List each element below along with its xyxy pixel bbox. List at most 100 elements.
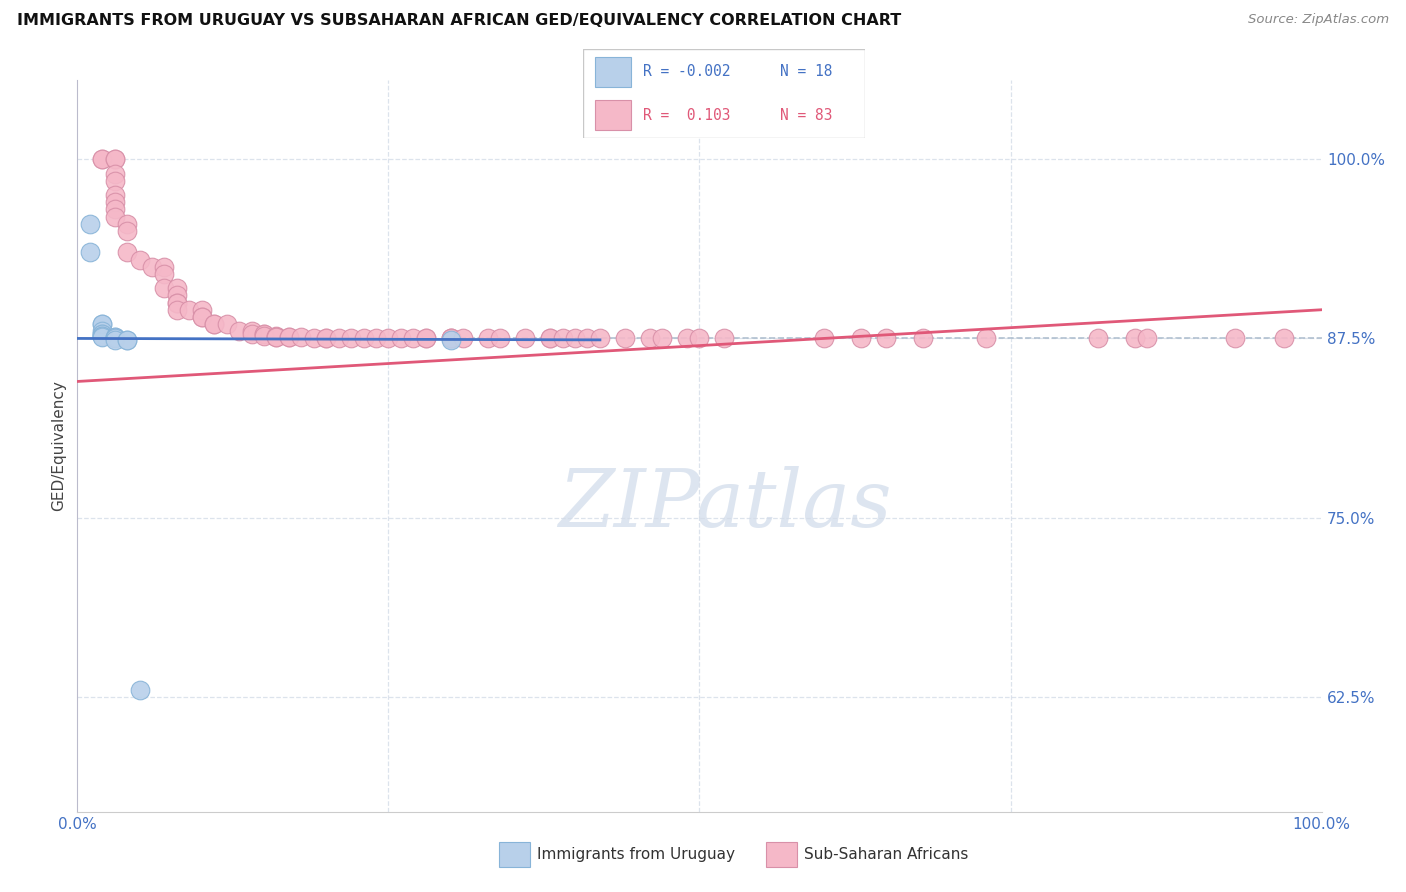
FancyBboxPatch shape xyxy=(595,57,631,87)
Point xyxy=(340,331,363,345)
Point xyxy=(538,331,561,345)
Point xyxy=(191,310,214,324)
Point xyxy=(389,331,412,345)
Point xyxy=(240,327,263,342)
Point xyxy=(440,331,463,345)
Point xyxy=(115,333,138,347)
Point xyxy=(277,330,299,344)
Point xyxy=(191,310,214,324)
Point xyxy=(364,331,387,345)
Point xyxy=(564,331,586,345)
Point xyxy=(266,328,288,343)
Point xyxy=(166,295,188,310)
Point xyxy=(713,331,735,345)
Point xyxy=(91,317,114,331)
Point xyxy=(1087,331,1109,345)
Text: Source: ZipAtlas.com: Source: ZipAtlas.com xyxy=(1249,13,1389,27)
Point xyxy=(315,331,337,345)
Point xyxy=(912,331,935,345)
Point xyxy=(104,167,127,181)
Point xyxy=(104,152,127,166)
Point xyxy=(104,174,127,188)
Point xyxy=(477,331,499,345)
Text: Immigrants from Uruguay: Immigrants from Uruguay xyxy=(537,847,735,862)
Point xyxy=(153,267,176,281)
Point xyxy=(104,188,127,202)
Point xyxy=(91,324,114,338)
Point xyxy=(166,288,188,302)
Point xyxy=(589,331,612,345)
Point xyxy=(240,324,263,338)
Point xyxy=(253,327,276,342)
Text: R =  0.103: R = 0.103 xyxy=(643,108,730,122)
Point xyxy=(228,324,250,338)
Point xyxy=(266,330,288,344)
Point xyxy=(91,152,114,166)
Point xyxy=(115,224,138,238)
Point xyxy=(253,328,276,343)
Point xyxy=(104,333,127,347)
Text: IMMIGRANTS FROM URUGUAY VS SUBSAHARAN AFRICAN GED/EQUIVALENCY CORRELATION CHART: IMMIGRANTS FROM URUGUAY VS SUBSAHARAN AF… xyxy=(17,13,901,29)
Point xyxy=(115,333,138,347)
Point xyxy=(302,331,325,345)
Point xyxy=(104,330,127,344)
Point xyxy=(141,260,163,274)
Point xyxy=(115,217,138,231)
Point xyxy=(79,245,101,260)
Point xyxy=(290,330,312,344)
Point xyxy=(191,302,214,317)
Point xyxy=(91,328,114,343)
Point xyxy=(253,327,276,342)
Point xyxy=(1272,331,1295,345)
Text: ZIPatlas: ZIPatlas xyxy=(558,466,891,543)
Point xyxy=(202,317,225,331)
Point xyxy=(115,245,138,260)
Point xyxy=(104,210,127,224)
Point xyxy=(104,202,127,217)
Point xyxy=(451,331,474,345)
Point xyxy=(1136,331,1159,345)
Point xyxy=(489,331,512,345)
Point xyxy=(202,317,225,331)
Point xyxy=(440,331,463,345)
Point xyxy=(875,331,897,345)
Point xyxy=(638,331,661,345)
Point xyxy=(153,281,176,295)
Point xyxy=(440,333,463,347)
Point xyxy=(91,327,114,342)
Point xyxy=(315,331,337,345)
Point xyxy=(974,331,997,345)
Point xyxy=(277,330,299,344)
Point xyxy=(215,317,238,331)
Point xyxy=(91,328,114,343)
Point xyxy=(104,331,127,345)
Point xyxy=(576,331,599,345)
Point xyxy=(104,152,127,166)
Point xyxy=(91,330,114,344)
Point xyxy=(402,331,425,345)
Text: N = 18: N = 18 xyxy=(780,64,832,79)
Point xyxy=(689,331,711,345)
Point xyxy=(91,152,114,166)
FancyBboxPatch shape xyxy=(583,49,865,138)
Point xyxy=(651,331,673,345)
Point xyxy=(166,281,188,295)
Point xyxy=(538,331,561,345)
Point xyxy=(415,331,437,345)
Point xyxy=(166,302,188,317)
Point xyxy=(266,330,288,344)
Point xyxy=(128,252,150,267)
Point xyxy=(440,331,463,345)
Point xyxy=(613,331,636,345)
Point xyxy=(415,331,437,345)
Point xyxy=(1223,331,1246,345)
FancyBboxPatch shape xyxy=(595,100,631,130)
Point xyxy=(851,331,873,345)
Y-axis label: GED/Equivalency: GED/Equivalency xyxy=(51,381,66,511)
Point xyxy=(104,195,127,210)
Point xyxy=(353,331,375,345)
Point xyxy=(328,331,350,345)
Point xyxy=(104,330,127,344)
Point xyxy=(166,295,188,310)
Point xyxy=(813,331,835,345)
